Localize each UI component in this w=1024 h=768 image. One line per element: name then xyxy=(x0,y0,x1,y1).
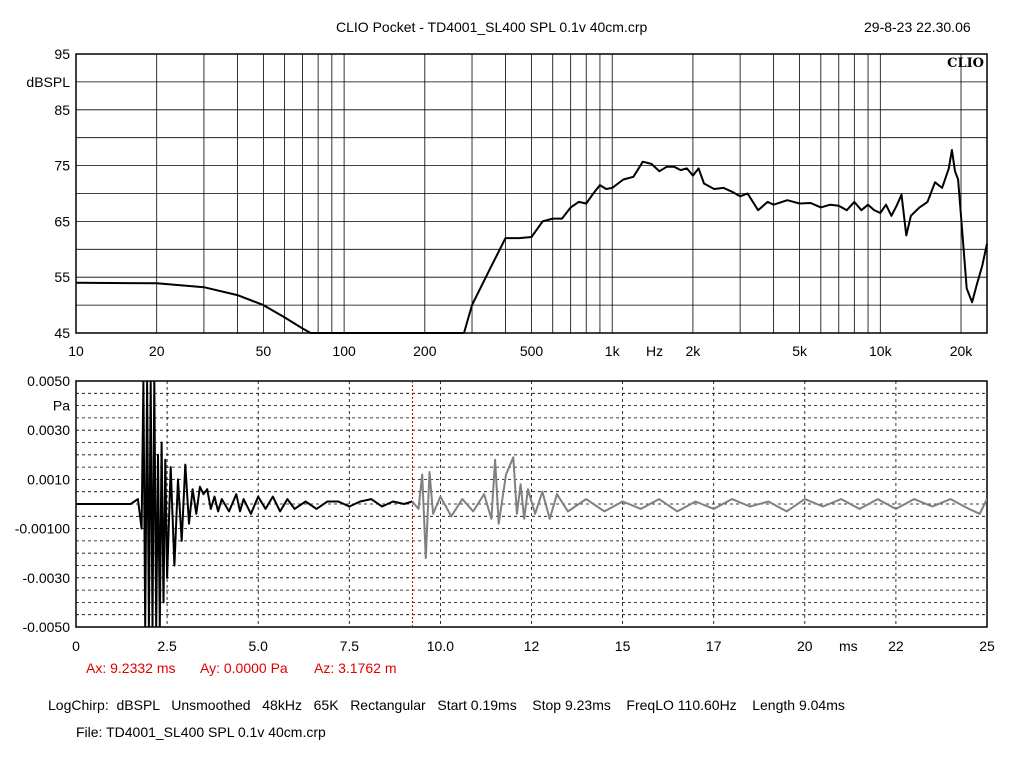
x-tick-label: 5k xyxy=(792,343,808,359)
y-tick-label: 85 xyxy=(54,102,70,118)
frequency-response-chart: 10 20 50 100 200 500 1k 2k 5k 10k 20k Hz 95 85 75 65 55 4… xyxy=(26,46,988,359)
settings-line: LogChirp: dBSPL Unsmoothed 48kHz 65K Rec… xyxy=(48,697,845,713)
x-tick-label: 17 xyxy=(706,638,722,654)
x-tick-label: 20k xyxy=(950,343,974,359)
x-axis-label: ms xyxy=(839,638,858,654)
timestamp: 29-8-23 22.30.06 xyxy=(864,19,971,35)
x-tick-label: 22 xyxy=(888,638,904,654)
spl-series-line xyxy=(75,149,988,334)
y-tick-label: -0.0030 xyxy=(23,570,71,586)
y-tick-label: 65 xyxy=(54,213,70,229)
x-tick-label: 50 xyxy=(256,343,272,359)
y-tick-label: 55 xyxy=(54,269,70,285)
x-tick-label: 5.0 xyxy=(248,638,268,654)
cursor-readout-ay: Ay: 0.0000 Pa xyxy=(200,660,288,676)
x-tick-label: 20 xyxy=(149,343,165,359)
x-tick-label: 10k xyxy=(869,343,893,359)
y-tick-label: 45 xyxy=(54,325,70,341)
clio-logo: CLIO xyxy=(947,56,984,71)
y-tick-label: 0.0010 xyxy=(27,471,70,487)
x-tick-label: 2.5 xyxy=(157,638,177,654)
x-tick-label: 2k xyxy=(686,343,702,359)
x-tick-label: 500 xyxy=(520,343,544,359)
x-tick-label: 10.0 xyxy=(427,638,454,654)
y-tick-label: -0.00100 xyxy=(15,521,70,537)
chart-title: CLIO Pocket - TD4001_SL400 SPL 0.1v 40cm… xyxy=(336,19,648,35)
plot-frame xyxy=(75,53,988,334)
y-tick-label: 75 xyxy=(54,158,70,174)
cursor-readout-ax: Ax: 9.2332 ms xyxy=(86,660,176,676)
cursor-readout-az: Az: 3.1762 m xyxy=(314,660,397,676)
x-tick-label: 1k xyxy=(605,343,621,359)
impulse-series-line xyxy=(76,381,413,627)
x-tick-label: 7.5 xyxy=(340,638,360,654)
x-tick-label: 10 xyxy=(68,343,84,359)
x-tick-label: 100 xyxy=(332,343,356,359)
y-tick-label: 95 xyxy=(54,46,70,62)
y-tick-label: 0.0030 xyxy=(27,422,70,438)
x-tick-label: 20 xyxy=(797,638,813,654)
impulse-response-chart: 0 2.5 5.0 7.5 10.0 12 15 17 20 22 25 ms 0.0050 0.0030… xyxy=(15,373,995,654)
x-tick-label: 0 xyxy=(72,638,80,654)
y-axis-label: dBSPL xyxy=(26,74,70,90)
x-tick-label: 200 xyxy=(413,343,437,359)
x-axis-label: Hz xyxy=(646,343,663,359)
y-tick-label: -0.0050 xyxy=(23,619,71,635)
impulse-series-line-after-cursor xyxy=(411,456,987,560)
x-tick-label: 25 xyxy=(979,638,995,654)
x-tick-label: 15 xyxy=(615,638,631,654)
x-tick-label: 12 xyxy=(524,638,540,654)
file-line: File: TD4001_SL400 SPL 0.1v 40cm.crp xyxy=(76,724,326,740)
y-axis-label: Pa xyxy=(53,398,70,414)
y-tick-label: 0.0050 xyxy=(27,373,70,389)
